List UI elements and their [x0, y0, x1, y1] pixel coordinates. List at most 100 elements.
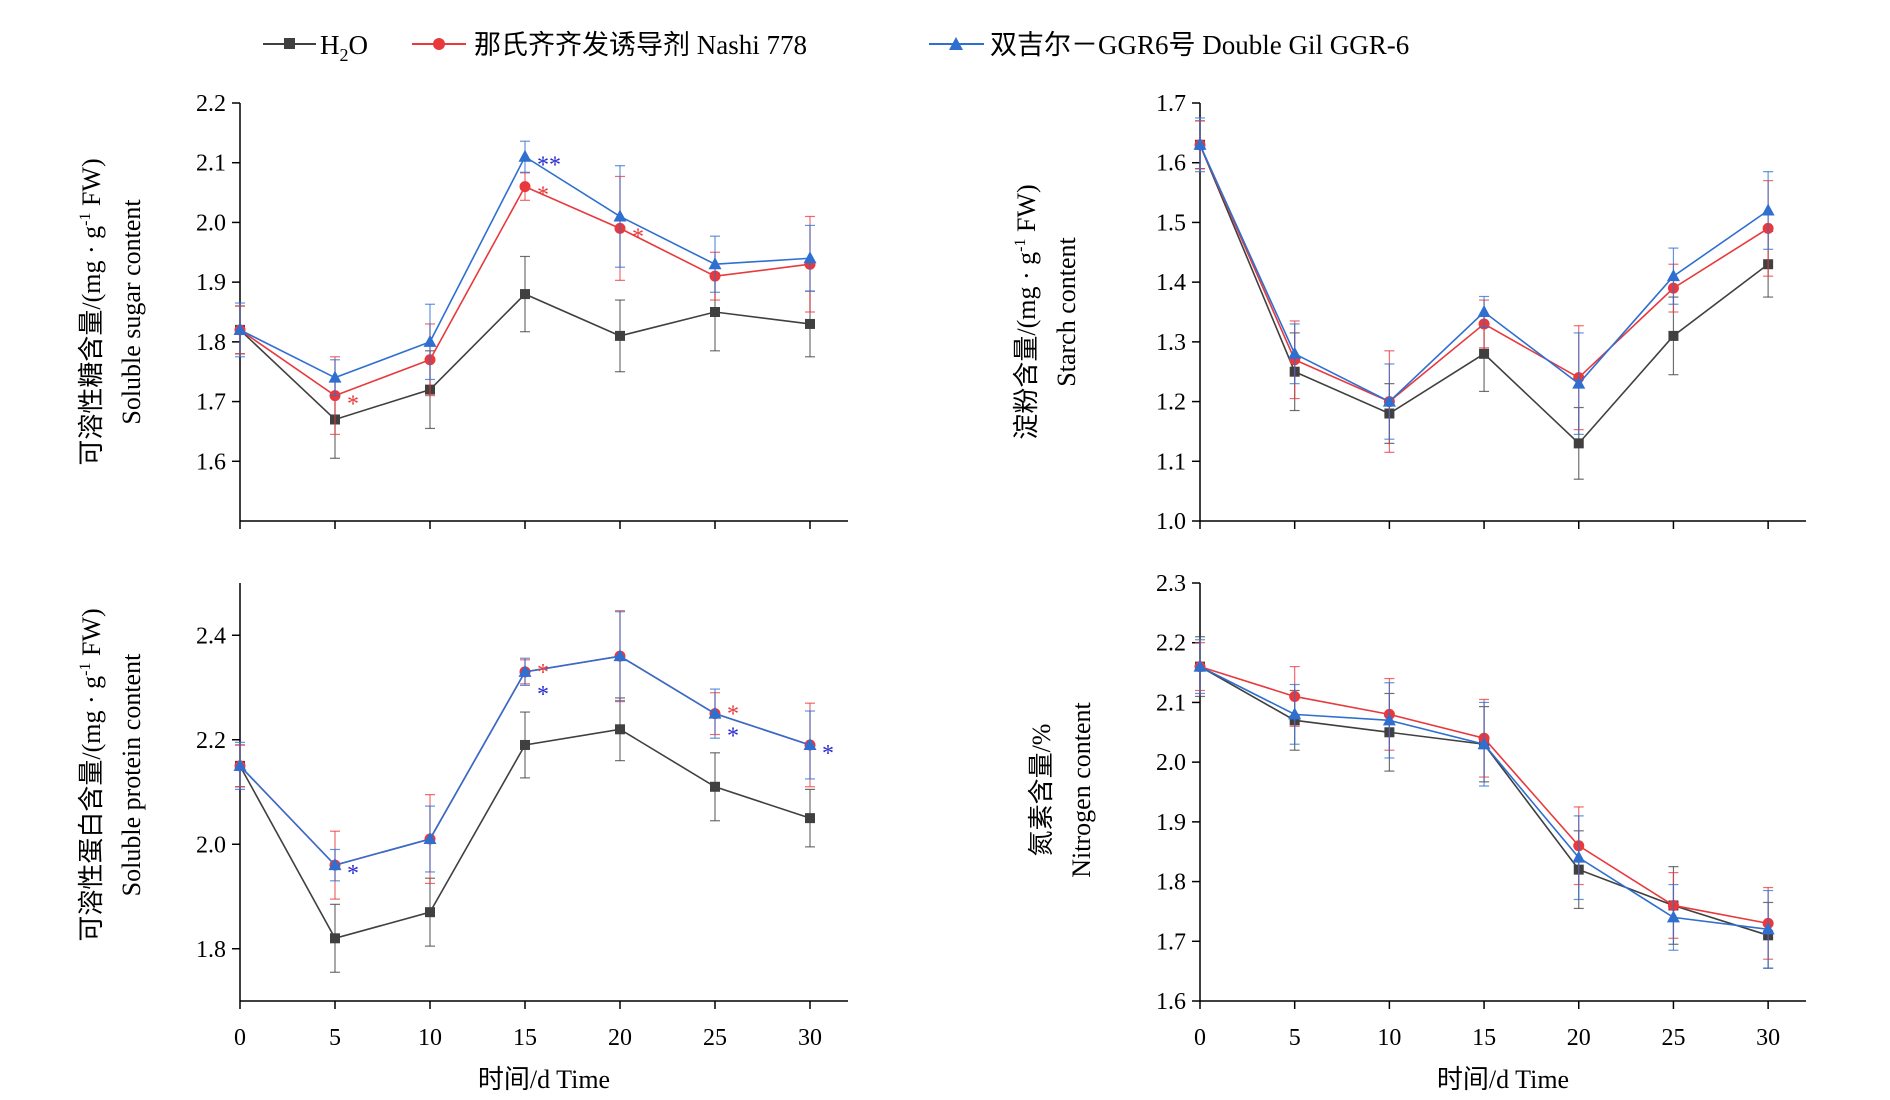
series-line [1199, 144, 1769, 445]
y-tick-label: 1.7 [1156, 91, 1186, 117]
legend: H2O 那氏齐齐发诱导剂 Nashi 778 双吉尔－GGR6号 Double … [263, 30, 1409, 65]
data-point [423, 334, 437, 347]
y-tick-label: 2.0 [196, 210, 226, 236]
x-tick-label: 15 [513, 1025, 537, 1051]
y-tick-label: 2.3 [1156, 571, 1186, 597]
y-axis-title-zh: 可溶性糖含量/(mg · g-1 FW) [77, 158, 106, 465]
data-point [1193, 137, 1207, 150]
y-tick-label: 2.1 [1156, 690, 1186, 716]
data-point [1288, 707, 1302, 720]
x-axis-title: 时间/d Time [478, 1065, 610, 1094]
legend-label-nashi: 那氏齐齐发诱导剂 Nashi 778 [474, 30, 807, 60]
chart-panel-3: 1.8 2.0 2.2 2.4 0 5 10 15 20 25 30 时间/d Time 可溶性蛋白含量… [77, 583, 848, 1094]
y-tick-label: 2.0 [1156, 750, 1186, 776]
chart-panel-2: 1.0 1.1 1.2 1.3 1.4 1.5 1.6 1.7 淀粉含量/(mg · g-1 F… [1012, 91, 1806, 535]
significance-mark: * [537, 183, 549, 209]
data-point [1761, 203, 1775, 216]
significance-mark: * [822, 741, 834, 767]
y-axis-title-en: Soluble protein content [117, 653, 146, 896]
y-tick-label: 1.8 [196, 330, 226, 356]
y-tick-label: 1.5 [1156, 210, 1186, 236]
data-point [520, 739, 530, 750]
significance-mark: * [727, 702, 739, 728]
y-axis-title-en: Nitrogen content [1067, 702, 1096, 878]
legend-label-h2o: H2O [320, 30, 368, 65]
y-tick-label: 2.0 [196, 832, 226, 858]
y-axis-title-en: Starch content [1052, 237, 1081, 387]
significance-mark: * [347, 861, 359, 887]
data-point [803, 737, 817, 750]
y-axis-title-zh: 淀粉含量/(mg · g-1 FW) [1012, 184, 1041, 439]
data-point [803, 251, 817, 264]
legend-label-ggr6: 双吉尔－GGR6号 Double Gil GGR-6 [990, 30, 1409, 60]
data-point [519, 181, 531, 193]
significance-mark: ** [537, 153, 561, 179]
series-ggr6 [233, 140, 817, 397]
legend-item-nashi: 那氏齐齐发诱导剂 Nashi 778 [412, 30, 807, 60]
data-point [518, 149, 532, 162]
x-tick-label: 25 [1661, 1025, 1685, 1051]
x-tick-label: 0 [1194, 1025, 1206, 1051]
data-point [1382, 713, 1396, 726]
series-nashi [1194, 642, 1774, 960]
y-tick-label: 1.3 [1156, 330, 1186, 356]
y-tick-label: 2.2 [196, 91, 226, 117]
data-point [423, 832, 437, 845]
data-point [710, 307, 720, 317]
y-axis-title-en: Soluble sugar content [117, 199, 146, 425]
data-point [615, 724, 625, 735]
y-tick-label: 2.2 [1156, 631, 1186, 657]
significance-mark: * [537, 660, 549, 686]
series-nashi [1194, 120, 1774, 453]
y-tick-label: 1.6 [196, 449, 226, 475]
series-ggr6 [1193, 117, 1775, 440]
y-tick-label: 1.6 [1156, 989, 1186, 1015]
data-point [805, 813, 815, 824]
data-point [708, 706, 722, 719]
x-tick-label: 20 [1567, 1025, 1591, 1051]
y-tick-label: 2.2 [196, 728, 226, 754]
data-point [1382, 394, 1396, 407]
significance-mark: * [632, 224, 644, 250]
y-tick-label: 1.9 [196, 270, 226, 296]
data-point [1572, 850, 1586, 863]
y-axis-title-zh: 可溶性蛋白含量/(mg · g-1 FW) [77, 608, 106, 941]
data-point [1572, 376, 1586, 389]
y-tick-label: 1.4 [1156, 270, 1186, 296]
x-tick-label: 0 [234, 1025, 246, 1051]
y-axis-title-zh: 氮素含量/% [1027, 724, 1056, 857]
x-tick-label: 30 [798, 1025, 822, 1051]
x-tick-label: 15 [1472, 1025, 1496, 1051]
significance-mark: * [727, 724, 739, 750]
data-point [328, 370, 342, 383]
x-axis-title: 时间/d Time [1437, 1065, 1569, 1094]
y-tick-label: 1.7 [196, 390, 226, 416]
series-h2o [235, 255, 815, 459]
data-point [1477, 737, 1491, 750]
x-tick-label: 5 [329, 1025, 341, 1051]
data-point [233, 322, 247, 335]
data-point [613, 649, 627, 662]
data-point [615, 330, 625, 341]
legend-item-h2o: H2O [263, 30, 368, 65]
x-tick-label: 10 [418, 1025, 442, 1051]
data-point [710, 781, 720, 792]
y-tick-label: 1.8 [1156, 870, 1186, 896]
data-point [1193, 659, 1207, 672]
series-ggr6 [233, 611, 817, 882]
x-tick-label: 10 [1377, 1025, 1401, 1051]
data-point [518, 664, 532, 677]
data-point [1288, 346, 1302, 359]
y-tick-label: 1.1 [1156, 449, 1186, 475]
y-tick-label: 2.1 [196, 151, 226, 177]
data-point [613, 209, 627, 222]
series-ggr6 [1193, 639, 1775, 969]
data-point [805, 318, 815, 329]
y-tick-label: 1.8 [196, 937, 226, 963]
data-point [328, 858, 342, 871]
data-point [425, 907, 435, 918]
data-point [1668, 330, 1679, 341]
y-tick-label: 1.2 [1156, 390, 1186, 416]
data-point [708, 257, 722, 270]
